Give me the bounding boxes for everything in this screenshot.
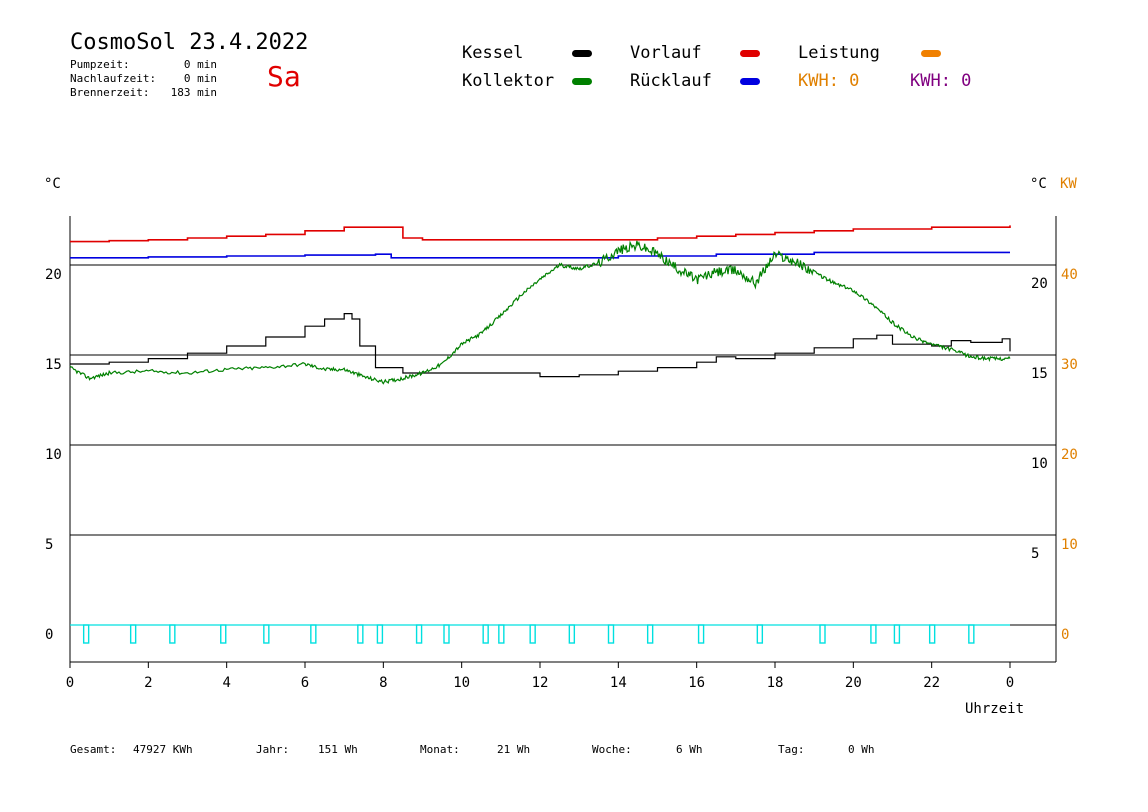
x-axis-label: Uhrzeit (965, 701, 1025, 717)
left-tick-label: 0 (45, 627, 53, 643)
right-kw-tick-label: 40 (1061, 267, 1078, 283)
right-temp-tick-label: 5 (1031, 546, 1039, 562)
right-temp-tick-label: 15 (1031, 366, 1048, 382)
chart-title: CosmoSol 23.4.2022 (70, 30, 309, 55)
right-axis-temp-unit: °C (1030, 176, 1047, 192)
footer-jahr-value: 151 Wh (318, 743, 358, 756)
x-tick-label: 20 (845, 675, 862, 691)
pump-pulse (756, 624, 764, 644)
stat-pumpzeit-value: 0 min (183, 58, 217, 71)
left-tick-label: 15 (45, 357, 62, 373)
left-tick-label: 5 (45, 537, 53, 553)
x-tick-label: 0 (1006, 675, 1014, 691)
x-tick-label: 6 (301, 675, 309, 691)
footer-woche-value: 6 Wh (676, 743, 703, 756)
series-line-vorlauf (70, 225, 1011, 243)
pump-pulse (568, 624, 576, 644)
right-kw-tick-label: 0 (1061, 627, 1069, 643)
right-axis-kw-unit: KW (1060, 176, 1077, 192)
footer-tag-value: 0 Wh (848, 743, 875, 756)
footer-monat-label: Monat: (420, 743, 460, 756)
stat-brennerzeit-label: Brennerzeit: (70, 86, 150, 99)
legend-swatch-vorlauf (740, 50, 760, 57)
x-tick-label: 0 (66, 675, 74, 691)
pump-pulse (169, 624, 176, 644)
pump-pulse (263, 624, 270, 644)
legend-swatch-ruecklauf (740, 78, 760, 85)
pump-pulse (928, 624, 936, 644)
pump-pulse (357, 624, 364, 644)
pump-pulse (968, 624, 975, 644)
pump-pulse (697, 624, 705, 644)
weekday-label: Sa (267, 60, 301, 93)
series-line-kollektor (69, 240, 1011, 385)
pump-pulse (415, 624, 423, 644)
left-tick-label: 10 (45, 447, 62, 463)
pump-pulse (498, 624, 505, 644)
pump-pulse (607, 624, 615, 644)
legend-swatch-kollektor (572, 78, 592, 85)
legend-label-vorlauf: Vorlauf (630, 43, 702, 63)
pump-pulse (310, 624, 317, 644)
kwh-purple: KWH: 0 (910, 71, 972, 91)
legend-label-ruecklauf: Rücklauf (630, 71, 712, 91)
series-line-rücklauf (70, 251, 1010, 259)
right-kw-tick-label: 20 (1061, 447, 1078, 463)
left-tick-label: 20 (45, 267, 62, 283)
right-temp-tick-label: 20 (1031, 276, 1048, 292)
x-tick-label: 14 (610, 675, 627, 691)
x-tick-label: 16 (688, 675, 705, 691)
right-kw-tick-label: 10 (1061, 537, 1078, 553)
stat-pumpzeit-label: Pumpzeit: (70, 58, 130, 71)
x-tick-label: 22 (923, 675, 940, 691)
stat-brennerzeit-value: 183 min (170, 86, 217, 99)
legend-label-kollektor: Kollektor (462, 71, 555, 91)
pump-pulse (129, 624, 137, 644)
left-axis-unit: °C (44, 176, 61, 192)
pump-pulse (893, 624, 901, 644)
pump-pulse (529, 624, 536, 644)
pump-pulse (646, 624, 654, 644)
series-line-kessel (70, 313, 1011, 378)
pump-pulse (482, 624, 489, 644)
pump-pulse (220, 624, 227, 644)
footer-monat-value: 21 Wh (497, 743, 531, 756)
stat-nachlaufzeit-label: Nachlaufzeit: (70, 72, 157, 85)
stat-nachlaufzeit-value: 0 min (183, 72, 217, 85)
pump-pulse (376, 624, 384, 644)
footer-gesamt-value: 47927 KWh (133, 743, 193, 756)
pump-pulse (870, 624, 877, 644)
footer-gesamt-label: Gesamt: (70, 743, 117, 756)
x-tick-label: 2 (144, 675, 152, 691)
right-temp-tick-label: 10 (1031, 456, 1048, 472)
x-tick-label: 4 (222, 675, 230, 691)
pump-pulse (443, 624, 450, 644)
x-tick-label: 8 (379, 675, 387, 691)
x-tick-label: 12 (532, 675, 549, 691)
legend-swatch-kessel (572, 50, 592, 57)
footer-tag-label: Tag: (778, 743, 805, 756)
footer-jahr-label: Jahr: (256, 743, 290, 756)
pump-pulse (819, 624, 826, 644)
pump-pulse (82, 624, 90, 644)
legend-label-leistung: Leistung (798, 43, 880, 63)
footer-woche-label: Woche: (592, 743, 632, 756)
x-tick-label: 18 (767, 675, 784, 691)
right-kw-tick-label: 30 (1061, 357, 1078, 373)
legend-label-kessel: Kessel (462, 43, 524, 63)
legend-swatch-leistung (921, 50, 941, 57)
kwh-orange: KWH: 0 (798, 71, 860, 91)
x-tick-label: 10 (453, 675, 470, 691)
